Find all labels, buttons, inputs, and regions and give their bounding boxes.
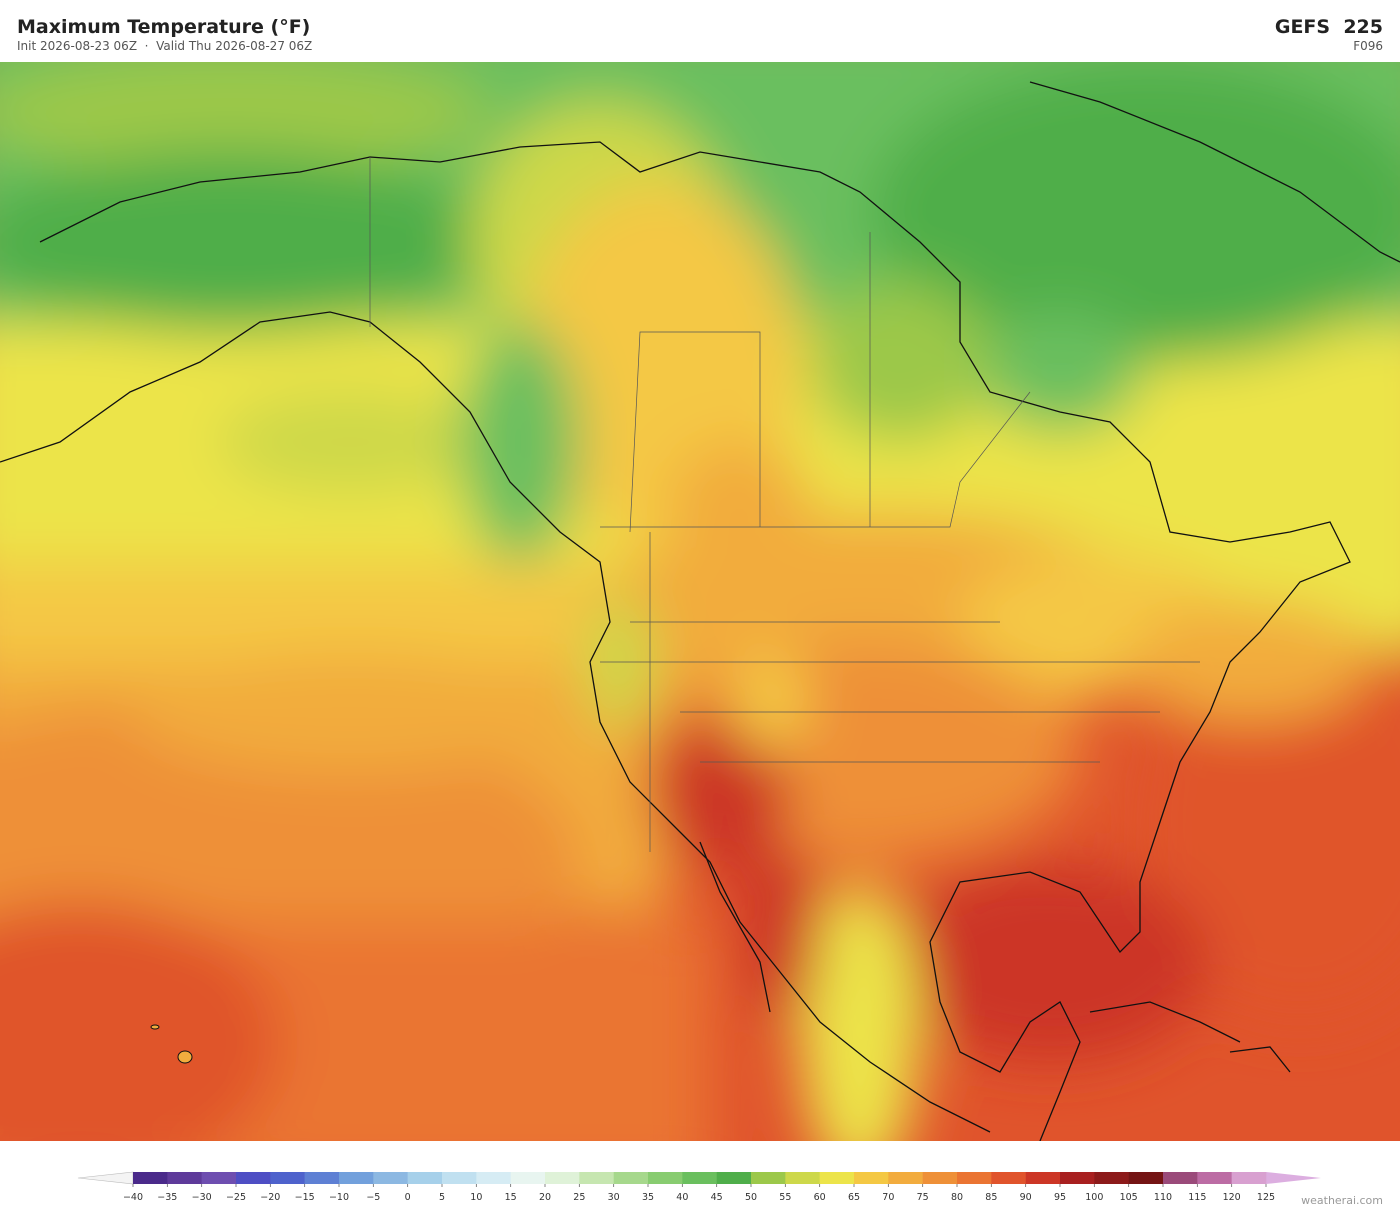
tick-label: 5: [439, 1192, 445, 1203]
tick-label: 0: [405, 1192, 411, 1203]
tick-label: 105: [1120, 1192, 1138, 1203]
color-bin: [339, 1172, 374, 1184]
color-bin: [545, 1172, 580, 1184]
tick-label: −10: [329, 1192, 349, 1203]
tick-label: −30: [192, 1192, 212, 1203]
color-bin: [510, 1172, 546, 1184]
model-name: GEFS 225: [1274, 16, 1383, 38]
color-bin: [819, 1172, 855, 1184]
tick-label: 50: [745, 1192, 757, 1203]
tick-label: −15: [295, 1192, 315, 1203]
color-bin: [957, 1172, 992, 1184]
credit: weatherai.com: [1301, 1194, 1383, 1207]
tick-label: −35: [157, 1192, 177, 1203]
forecast-hour: F096: [1353, 39, 1383, 53]
color-bin: [407, 1172, 443, 1184]
color-bin: [304, 1172, 340, 1184]
tick-label: 65: [848, 1192, 860, 1203]
under-triangle: [77, 1171, 134, 1185]
tick-label: −25: [226, 1192, 246, 1203]
color-bin: [1128, 1172, 1164, 1184]
color-bin: [201, 1172, 237, 1184]
tick-label: 110: [1154, 1192, 1172, 1203]
color-bin: [751, 1172, 786, 1184]
tick-label: 40: [676, 1192, 688, 1203]
colorbar: −40 −35 −30 −25 −20 −15 −10 −5 0 5 10 15 20 25 30 35 40 4…: [77, 1171, 1321, 1203]
color-bin: [854, 1172, 889, 1184]
color-bin: [1197, 1172, 1232, 1184]
color-bin: [373, 1172, 408, 1184]
tick-label: 10: [470, 1192, 482, 1203]
color-bin: [922, 1172, 958, 1184]
color-bin: [476, 1172, 511, 1184]
tick-label: 45: [711, 1192, 723, 1203]
tick-label: 55: [779, 1192, 791, 1203]
tick-label: −5: [366, 1192, 380, 1203]
tick-label: 85: [985, 1192, 997, 1203]
color-bin: [442, 1172, 477, 1184]
tick-label: 30: [608, 1192, 620, 1203]
tick-label: 35: [642, 1192, 654, 1203]
map: [0, 62, 1400, 1141]
color-bin: [785, 1172, 820, 1184]
color-bin: [1094, 1172, 1129, 1184]
color-bin: [888, 1172, 923, 1184]
init-time: Init 2026-08-23 06Z: [17, 39, 138, 53]
color-bin: [236, 1172, 271, 1184]
color-bin: [1060, 1172, 1095, 1184]
valid-time: Valid Thu 2026-08-27 06Z: [156, 39, 313, 53]
over-triangle: [1266, 1172, 1321, 1184]
color-bin: [648, 1172, 683, 1184]
tick-label: 60: [814, 1192, 826, 1203]
color-bin: [579, 1172, 614, 1184]
color-bin: [133, 1172, 168, 1184]
tick-label: 115: [1188, 1192, 1206, 1203]
tick-label: 120: [1223, 1192, 1241, 1203]
color-bin: [991, 1172, 1026, 1184]
tick-label: 125: [1257, 1192, 1275, 1203]
tick-label: 70: [882, 1192, 894, 1203]
tick-label: 95: [1054, 1192, 1066, 1203]
color-bin: [613, 1172, 649, 1184]
color-bin: [167, 1172, 202, 1184]
color-bin: [682, 1172, 717, 1184]
color-bin: [716, 1172, 752, 1184]
tick-label: 80: [951, 1192, 963, 1203]
tick-label: −20: [260, 1192, 280, 1203]
tick-label: 75: [917, 1192, 929, 1203]
tick-label: 90: [1020, 1192, 1032, 1203]
tick-label: 25: [573, 1192, 585, 1203]
color-bin: [270, 1172, 305, 1184]
color-bin: [1231, 1172, 1267, 1184]
tick-label: 20: [539, 1192, 551, 1203]
tick-label: −40: [123, 1192, 143, 1203]
subtitle: Init 2026-08-23 06Z · Valid Thu 2026-08-…: [17, 39, 313, 53]
color-bin: [1025, 1172, 1061, 1184]
tick-label: 100: [1085, 1192, 1103, 1203]
tick-label: 15: [505, 1192, 517, 1203]
color-bin: [1163, 1172, 1198, 1184]
title: Maximum Temperature (°F): [17, 16, 311, 38]
